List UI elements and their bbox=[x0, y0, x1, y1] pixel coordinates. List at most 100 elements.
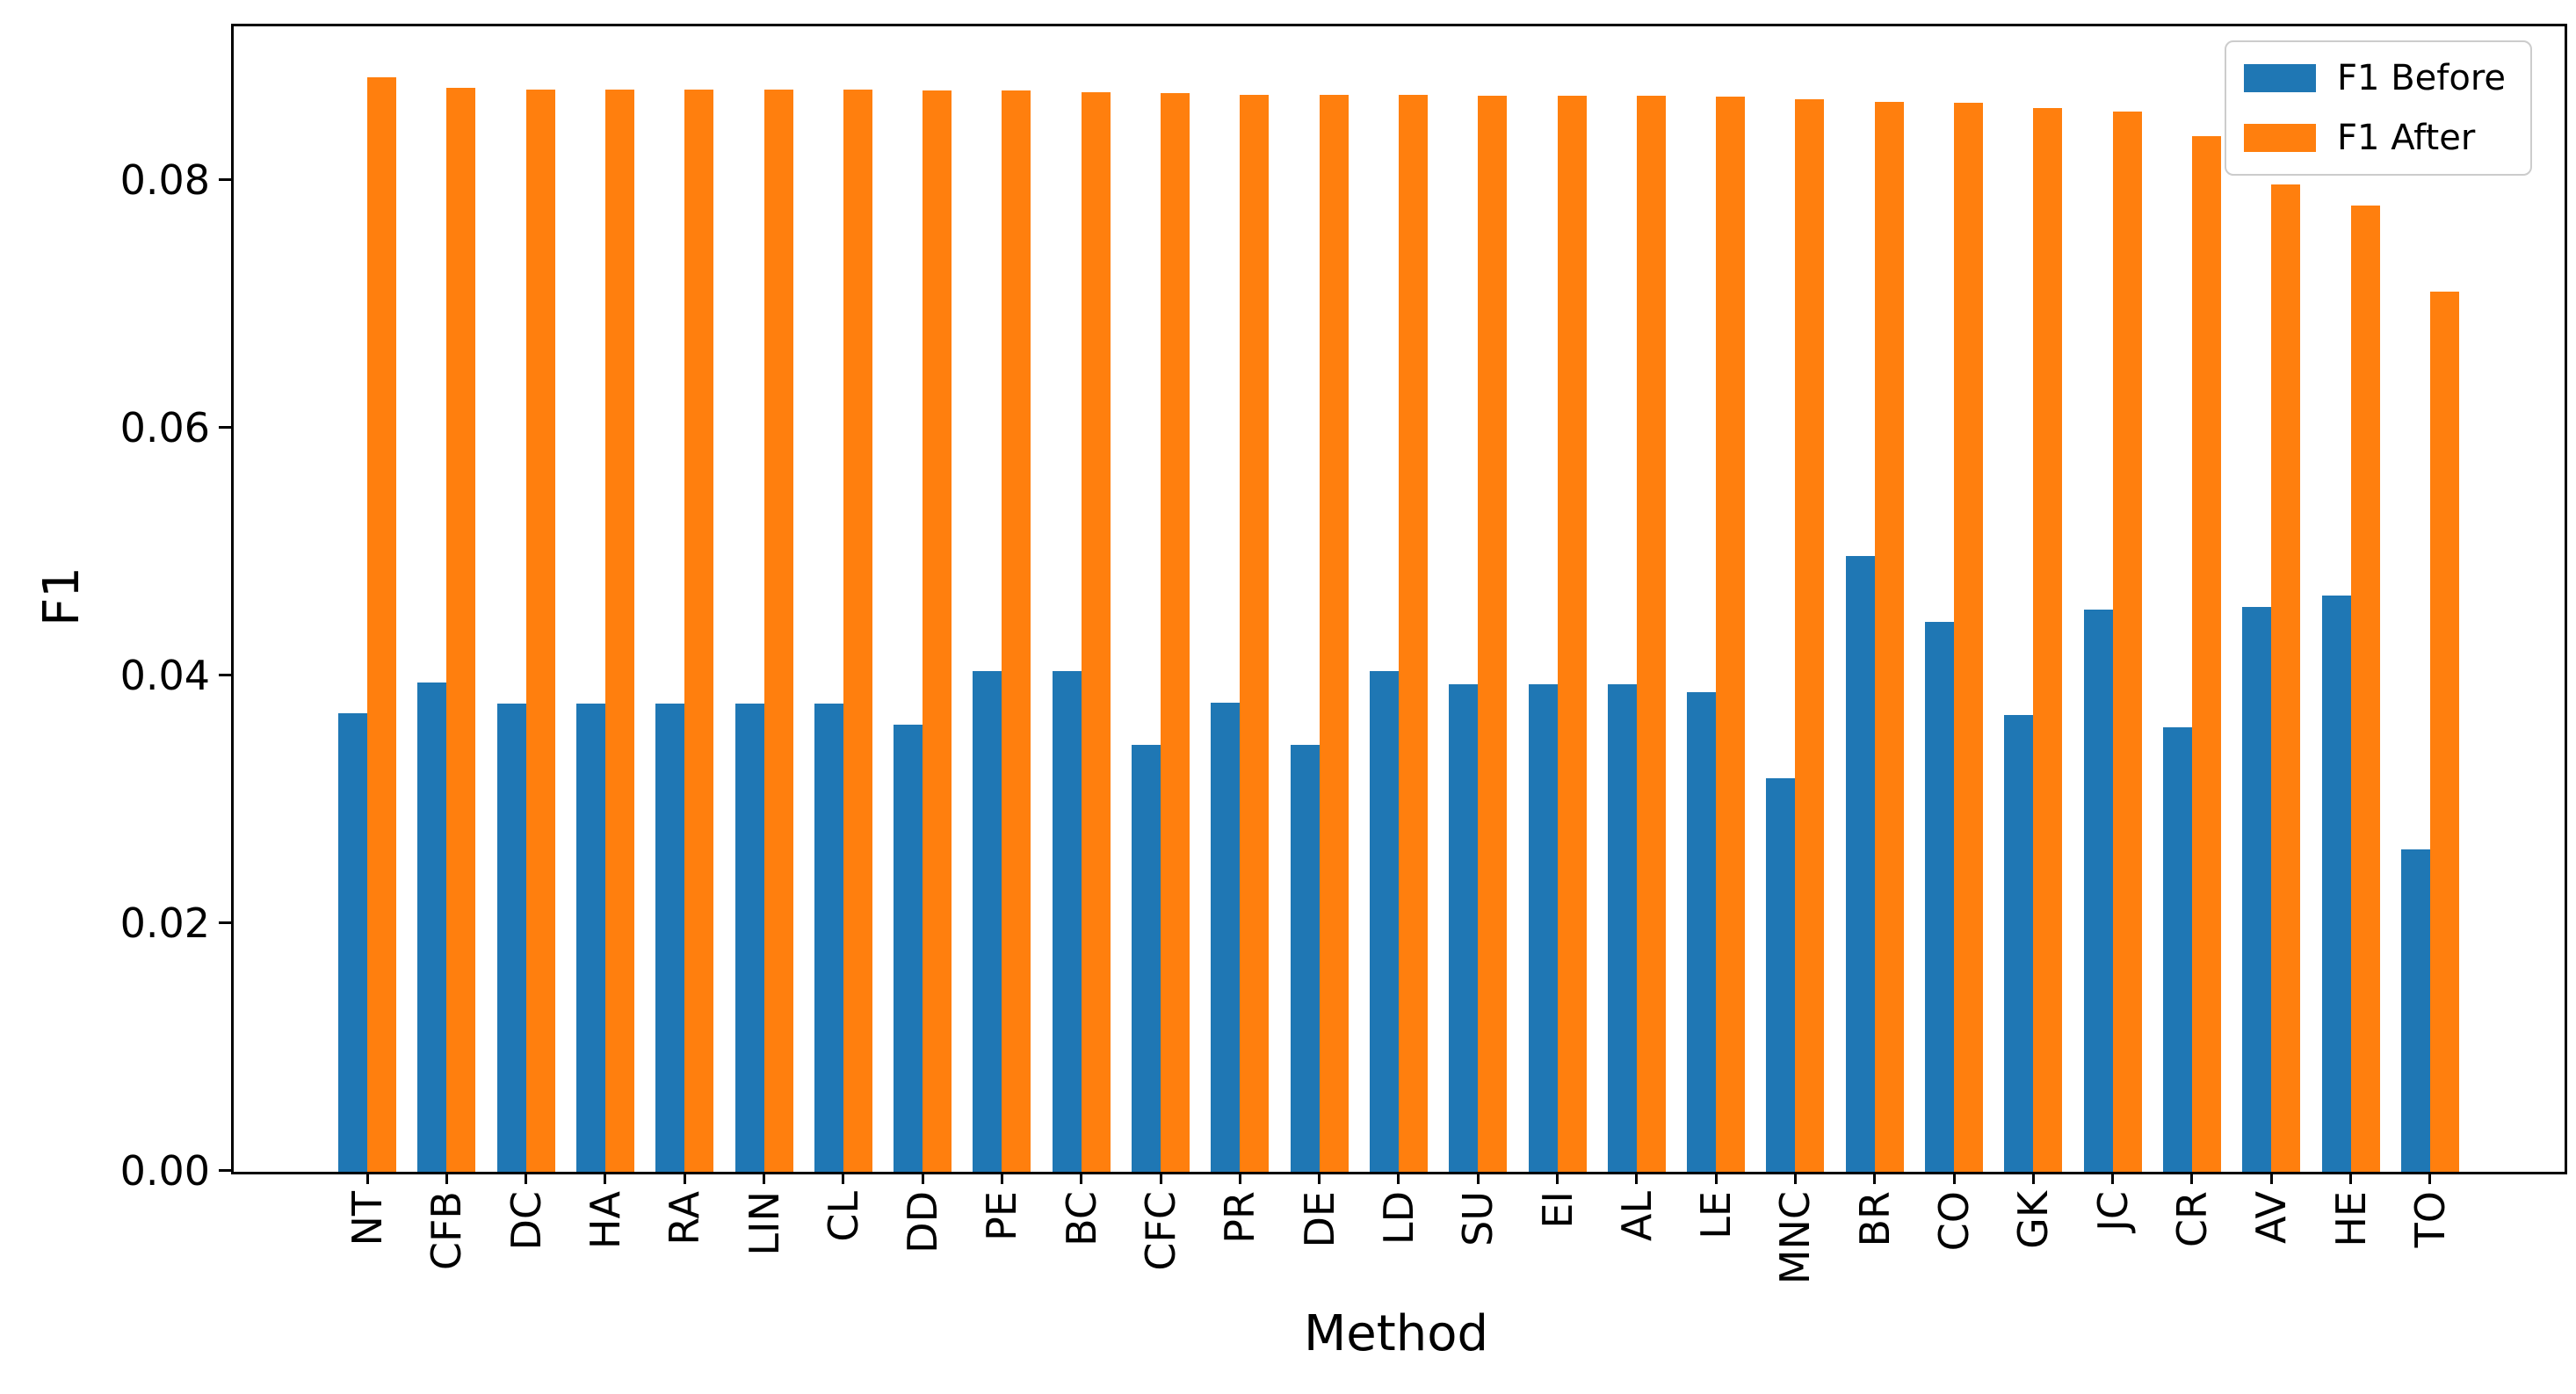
y-tick-mark bbox=[219, 426, 231, 429]
bar-f1-before-ei bbox=[1529, 684, 1558, 1172]
x-tick-mark bbox=[1397, 1172, 1400, 1184]
bar-f1-after-cr bbox=[2192, 136, 2221, 1172]
x-tick-label-ei: EI bbox=[1534, 1191, 1581, 1229]
bar-f1-before-bc bbox=[1053, 671, 1082, 1172]
bar-f1-before-he bbox=[2322, 596, 2351, 1172]
bar-f1-before-jc bbox=[2084, 610, 2113, 1172]
x-tick-label-de: DE bbox=[1296, 1191, 1343, 1248]
x-tick-mark bbox=[445, 1172, 448, 1184]
plot-area: F1 Before F1 After bbox=[231, 24, 2567, 1174]
legend-item-f1-after: F1 After bbox=[2244, 118, 2506, 158]
bar-f1-after-co bbox=[1954, 103, 1983, 1172]
x-tick-label-lin: LIN bbox=[741, 1191, 788, 1256]
x-tick-mark bbox=[2349, 1172, 2352, 1184]
x-tick-mark bbox=[2428, 1172, 2431, 1184]
y-tick-label: 0.06 bbox=[119, 404, 210, 451]
bar-f1-after-cl bbox=[843, 90, 872, 1172]
x-tick-label-dc: DC bbox=[503, 1191, 550, 1251]
x-tick-mark bbox=[2032, 1172, 2035, 1184]
y-tick-label: 0.04 bbox=[119, 652, 210, 699]
y-tick-label: 0.08 bbox=[119, 156, 210, 204]
y-tick-mark bbox=[219, 674, 231, 676]
bar-f1-before-gk bbox=[2004, 715, 2033, 1172]
x-tick-label-su: SU bbox=[1454, 1191, 1501, 1246]
y-tick-label: 0.00 bbox=[119, 1147, 210, 1195]
x-tick-mark bbox=[1001, 1172, 1003, 1184]
legend-item-f1-before: F1 Before bbox=[2244, 58, 2506, 98]
x-tick-mark bbox=[1160, 1172, 1162, 1184]
y-tick-mark bbox=[219, 921, 231, 924]
bar-f1-before-ld bbox=[1370, 671, 1399, 1172]
x-tick-mark bbox=[1318, 1172, 1321, 1184]
x-tick-mark bbox=[2190, 1172, 2193, 1184]
bar-f1-after-de bbox=[1320, 95, 1349, 1172]
legend-label-f1-before: F1 Before bbox=[2337, 58, 2506, 98]
bar-f1-after-ra bbox=[684, 90, 713, 1172]
bar-f1-before-cfb bbox=[417, 683, 446, 1172]
bar-f1-after-le bbox=[1716, 97, 1745, 1172]
x-tick-label-al: AL bbox=[1613, 1191, 1661, 1242]
x-tick-mark bbox=[1794, 1172, 1797, 1184]
x-tick-label-co: CO bbox=[1930, 1191, 1978, 1252]
legend-swatch-blue bbox=[2244, 64, 2317, 92]
bar-f1-before-av bbox=[2242, 607, 2271, 1172]
x-tick-label-cfb: CFB bbox=[423, 1191, 470, 1271]
bar-f1-before-br bbox=[1846, 556, 1875, 1172]
bar-f1-before-ra bbox=[655, 704, 684, 1172]
bar-f1-before-lin bbox=[735, 704, 764, 1172]
x-tick-label-av: AV bbox=[2247, 1191, 2295, 1244]
bar-f1-after-br bbox=[1875, 102, 1904, 1172]
bar-f1-after-bc bbox=[1082, 92, 1111, 1172]
bar-f1-after-dd bbox=[923, 90, 952, 1172]
x-tick-label-br: BR bbox=[1851, 1191, 1899, 1247]
bar-f1-before-cl bbox=[814, 704, 843, 1172]
x-tick-label-ha: HA bbox=[582, 1191, 629, 1250]
bar-f1-after-al bbox=[1637, 96, 1666, 1172]
x-tick-mark bbox=[1239, 1172, 1241, 1184]
bar-f1-after-mnc bbox=[1795, 99, 1824, 1172]
bar-f1-before-cfc bbox=[1132, 745, 1161, 1172]
x-tick-label-cr: CR bbox=[2168, 1191, 2216, 1248]
x-tick-label-gk: GK bbox=[2009, 1191, 2057, 1249]
x-tick-mark bbox=[2270, 1172, 2273, 1184]
legend-swatch-orange bbox=[2244, 124, 2317, 152]
bar-f1-before-al bbox=[1608, 684, 1637, 1172]
bar-f1-after-jc bbox=[2113, 112, 2142, 1172]
x-tick-label-pr: PR bbox=[1216, 1191, 1263, 1244]
x-tick-label-cl: CL bbox=[820, 1191, 867, 1242]
bar-f1-after-av bbox=[2271, 184, 2300, 1172]
y-tick-mark bbox=[219, 1169, 231, 1172]
x-tick-label-mnc: MNC bbox=[1771, 1191, 1819, 1285]
y-axis-label: F1 bbox=[33, 567, 90, 626]
x-tick-mark bbox=[684, 1172, 686, 1184]
x-tick-label-dd: DD bbox=[899, 1191, 946, 1253]
x-tick-label-cfc: CFC bbox=[1137, 1191, 1184, 1271]
x-tick-mark bbox=[1556, 1172, 1559, 1184]
x-tick-mark bbox=[763, 1172, 765, 1184]
bar-f1-after-gk bbox=[2033, 108, 2062, 1172]
bar-f1-after-cfc bbox=[1161, 93, 1190, 1172]
x-tick-mark bbox=[842, 1172, 844, 1184]
bar-f1-before-de bbox=[1291, 745, 1320, 1172]
bar-f1-after-nt bbox=[367, 77, 396, 1172]
x-tick-mark bbox=[1715, 1172, 1718, 1184]
y-tick-label: 0.02 bbox=[119, 899, 210, 947]
x-tick-mark bbox=[1635, 1172, 1638, 1184]
legend-label-f1-after: F1 After bbox=[2337, 118, 2476, 158]
bar-f1-after-ei bbox=[1558, 96, 1587, 1172]
y-tick-mark bbox=[219, 178, 231, 181]
bar-f1-after-pr bbox=[1240, 95, 1269, 1172]
bar-f1-after-lin bbox=[764, 90, 793, 1172]
x-tick-label-nt: NT bbox=[344, 1191, 391, 1246]
x-tick-label-to: TO bbox=[2406, 1191, 2454, 1248]
bar-f1-before-le bbox=[1687, 692, 1716, 1172]
bar-f1-before-pr bbox=[1211, 703, 1240, 1172]
legend: F1 Before F1 After bbox=[2225, 40, 2532, 176]
x-tick-label-le: LE bbox=[1692, 1191, 1740, 1239]
bar-f1-before-dd bbox=[894, 725, 923, 1172]
bars-layer bbox=[234, 26, 2565, 1172]
bar-f1-after-cfb bbox=[446, 88, 475, 1172]
x-tick-label-pe: PE bbox=[978, 1191, 1025, 1241]
x-tick-mark bbox=[366, 1172, 369, 1184]
